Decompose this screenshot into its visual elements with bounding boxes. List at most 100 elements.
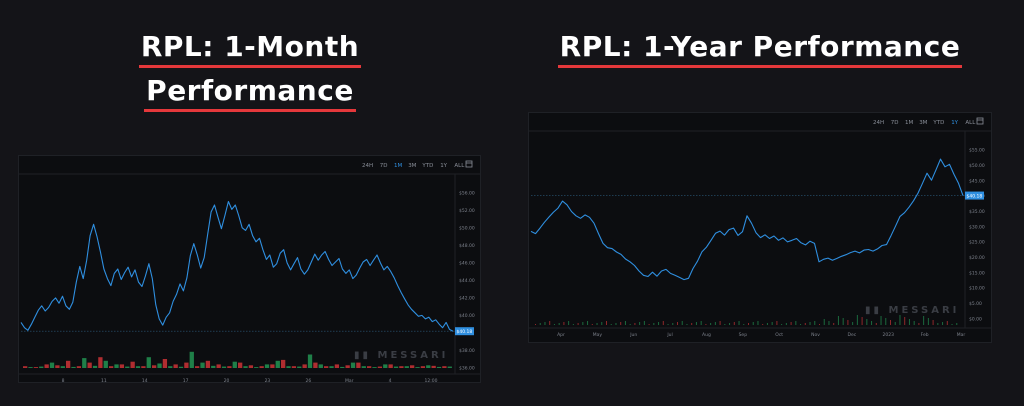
current-price-label: $40.18 xyxy=(967,193,983,199)
range-button-1m[interactable]: 1M xyxy=(394,163,402,169)
volume-bar xyxy=(776,321,778,325)
volume-bar xyxy=(890,320,891,325)
volume-bar xyxy=(724,324,726,325)
calendar-icon[interactable] xyxy=(465,160,473,168)
volume-bar-red xyxy=(442,366,447,368)
volume-bar xyxy=(833,323,835,325)
volume-bar xyxy=(700,321,702,325)
volume-bar xyxy=(804,323,806,325)
volume-bar-green xyxy=(436,366,442,368)
volume-bar-red xyxy=(141,366,146,368)
volume-bar-green xyxy=(350,362,356,368)
volume-bar xyxy=(601,322,603,325)
range-button-1y[interactable]: 1Y xyxy=(951,120,958,126)
volume-bar-red xyxy=(367,366,372,368)
x-tick-label: 14 xyxy=(142,378,148,382)
volume-bar-red xyxy=(173,364,178,368)
y-tick-label: $38.00 xyxy=(459,348,475,354)
range-button-7d[interactable]: 7D xyxy=(891,120,899,126)
x-tick-label: 8 xyxy=(62,378,65,382)
y-tick-label: $0.00 xyxy=(969,316,982,322)
volume-bar xyxy=(814,321,816,325)
y-tick-label: $48.00 xyxy=(459,243,475,249)
volume-bar-red xyxy=(410,365,415,368)
volume-bar xyxy=(686,324,688,325)
volume-bar xyxy=(606,321,607,325)
volume-bar-green xyxy=(103,360,108,368)
volume-bar xyxy=(790,322,792,325)
volume-bar xyxy=(762,324,764,325)
volume-bar xyxy=(937,323,939,325)
volume-bar xyxy=(691,323,693,325)
volume-bar-red xyxy=(399,366,404,368)
volume-bar-green xyxy=(189,351,194,368)
volume-bar xyxy=(662,321,664,325)
range-button-all[interactable]: ALL xyxy=(965,120,976,126)
range-button-24h[interactable]: 24H xyxy=(362,163,373,169)
x-tick-label: Jul xyxy=(666,332,672,338)
y-tick-label: $44.00 xyxy=(459,278,475,284)
range-button-1y[interactable]: 1Y xyxy=(440,163,447,169)
volume-bar-green xyxy=(114,364,119,368)
volume-bar-red xyxy=(23,366,28,368)
volume-bar xyxy=(913,321,915,325)
y-tick-label: $5.00 xyxy=(969,301,982,307)
volume-bar xyxy=(894,322,896,325)
volume-bar xyxy=(809,322,811,325)
volume-bar xyxy=(733,322,735,325)
volume-bar-red xyxy=(119,364,125,368)
volume-bar xyxy=(951,324,953,325)
x-tick-label: 4 xyxy=(389,378,392,382)
volume-bar xyxy=(553,324,555,325)
volume-bar xyxy=(634,323,636,325)
volume-bar xyxy=(714,322,716,325)
x-tick-label: Dec xyxy=(848,332,857,338)
range-button-24h[interactable]: 24H xyxy=(873,120,884,126)
volume-bar-green xyxy=(447,366,452,368)
range-button-ytd[interactable]: YTD xyxy=(932,120,944,126)
volume-bar xyxy=(795,321,797,325)
volume-bar xyxy=(771,322,773,325)
volume-bar xyxy=(596,323,598,325)
volume-bar xyxy=(549,321,551,325)
y-tick-label: $15.00 xyxy=(969,270,985,276)
range-button-ytd[interactable]: YTD xyxy=(421,163,433,169)
x-tick-label: Mar xyxy=(957,332,966,338)
volume-bar-green xyxy=(39,366,44,368)
volume-bar-green xyxy=(264,364,270,368)
volume-bar xyxy=(866,319,868,325)
volume-bar-green xyxy=(307,354,313,368)
volume-bar xyxy=(748,323,749,325)
y-tick-label: $10.00 xyxy=(969,286,985,292)
volume-bar-red xyxy=(33,367,39,368)
volume-bar-green xyxy=(71,366,76,368)
volume-bar xyxy=(705,324,707,325)
volume-bar xyxy=(852,322,854,325)
calendar-icon[interactable] xyxy=(976,117,984,125)
x-tick-label: 11 xyxy=(101,378,107,382)
one-year-chart: 24H7D1M3MYTD1YALL$55.00$50.00$45.00$40.0… xyxy=(528,112,992,343)
volume-bar xyxy=(639,322,641,325)
range-button-1m[interactable]: 1M xyxy=(905,120,913,126)
volume-bar xyxy=(785,323,787,325)
range-button-7d[interactable]: 7D xyxy=(380,163,388,169)
range-button-all[interactable]: ALL xyxy=(454,163,465,169)
volume-bar xyxy=(653,323,655,325)
right-chart-title: RPL: 1-Year Performance xyxy=(520,30,1000,68)
y-tick-label: $30.00 xyxy=(969,224,985,230)
volume-bar-green xyxy=(221,366,227,368)
volume-bar-red xyxy=(227,366,232,368)
volume-bar xyxy=(539,323,541,325)
volume-bar-green xyxy=(297,366,302,368)
volume-bar xyxy=(729,323,731,325)
volume-bar-red xyxy=(270,364,275,368)
volume-bar xyxy=(695,322,697,325)
range-button-3m[interactable]: 3M xyxy=(408,163,416,169)
x-tick-label: 23 xyxy=(265,378,271,382)
volume-bar xyxy=(923,316,925,325)
range-button-3m[interactable]: 3M xyxy=(919,120,927,126)
y-tick-label: $55.00 xyxy=(969,148,985,154)
volume-bar-green xyxy=(200,362,205,368)
x-tick-label: May xyxy=(593,332,603,338)
volume-bar xyxy=(875,323,877,325)
